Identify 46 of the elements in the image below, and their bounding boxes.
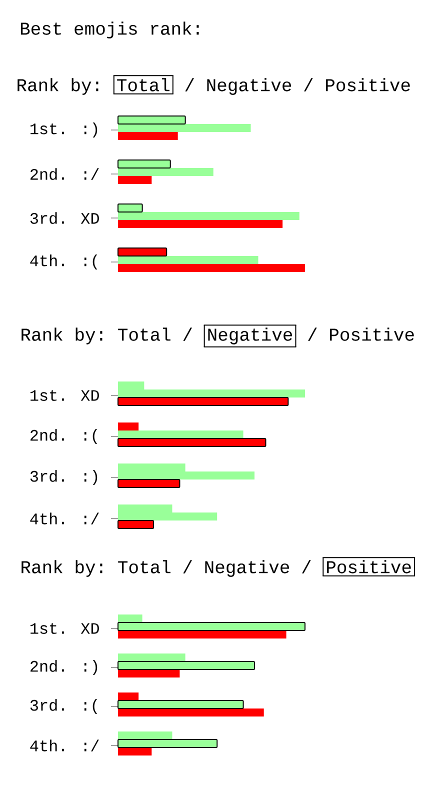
bar — [117, 520, 154, 529]
y-tick-label: 1st. :) — [30, 122, 98, 138]
y-tick-label: 3rd. XD — [30, 212, 99, 224]
bar — [118, 747, 152, 756]
bar — [118, 256, 258, 264]
bar — [118, 430, 244, 438]
text: / — [183, 560, 192, 574]
y-tick-label: 4th. :/ — [30, 740, 99, 752]
text: / — [183, 328, 192, 341]
text: / — [185, 78, 194, 92]
y-tick-label: 4th. :/ — [30, 512, 99, 524]
bar — [118, 264, 305, 272]
text: / — [308, 328, 317, 341]
y-tick-label: 2nd. :) — [30, 660, 98, 675]
chart-subtitle: Rank by: — [22, 560, 102, 577]
text: Total — [118, 328, 170, 341]
chart-title: Best emojis rank: — [20, 22, 199, 38]
text: Total — [117, 78, 170, 92]
bar — [118, 630, 286, 638]
bar — [118, 176, 152, 184]
text: Positive — [330, 328, 414, 341]
chart-subtitle: Rank by: — [18, 78, 98, 95]
chart-subtitle: Rank by: — [22, 328, 102, 344]
bar — [117, 478, 180, 488]
y-tick-label: 3rd. :( — [30, 699, 98, 714]
bar — [118, 669, 180, 678]
bar — [117, 438, 266, 447]
bar — [118, 220, 283, 228]
text: Total — [118, 560, 170, 574]
text: / — [304, 78, 313, 92]
y-tick-label: 2nd. :/ — [30, 168, 99, 180]
bar — [117, 700, 244, 709]
text: Negative — [205, 560, 290, 577]
y-tick-label: 2nd. :( — [30, 429, 98, 444]
bar — [117, 396, 289, 406]
text: Negative — [208, 328, 292, 344]
y-tick-label: 4th. :( — [30, 254, 98, 270]
y-tick-label: 1st. XD — [30, 390, 99, 401]
text: Negative — [207, 78, 292, 95]
text: / — [302, 560, 311, 574]
bar — [118, 132, 178, 140]
y-tick-label: 1st. XD — [30, 623, 99, 634]
y-tick-label: 3rd. :) — [30, 470, 98, 485]
text: Positive — [326, 78, 410, 92]
text: Positive — [327, 560, 411, 574]
bar — [118, 708, 264, 716]
